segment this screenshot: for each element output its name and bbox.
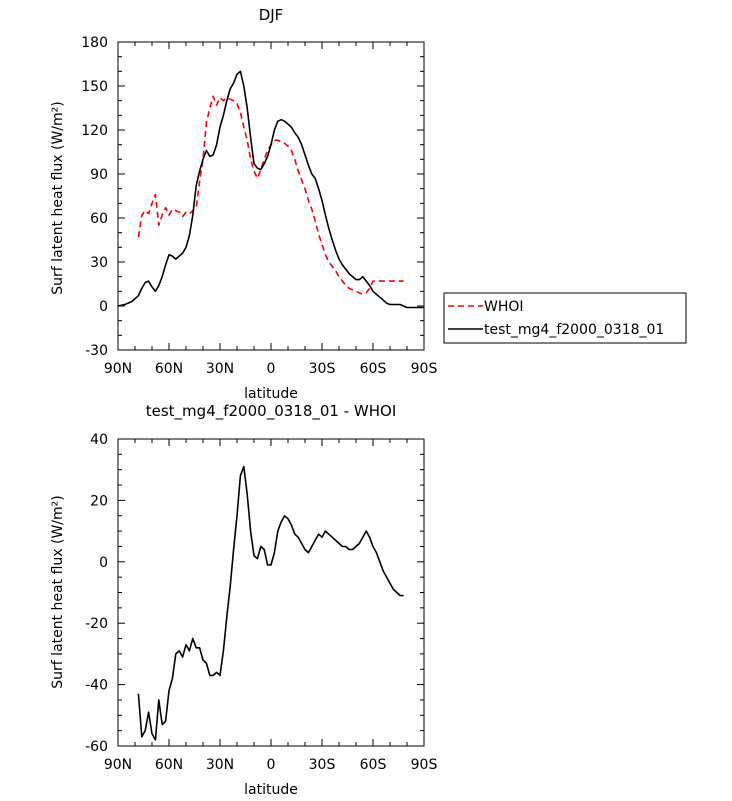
top-chart-title: DJF xyxy=(259,6,284,24)
bottom-plot-lines xyxy=(137,465,404,741)
top-y-tick-label: 90 xyxy=(90,167,108,183)
top-y-tick-label: 0 xyxy=(99,299,108,315)
legend-box xyxy=(443,292,687,344)
bottom-panel: test_mg4_f2000_0318_01 - WHOI latitude S… xyxy=(50,402,437,798)
top-plot-frame xyxy=(117,41,425,351)
bottom-y-tick-label: -20 xyxy=(85,616,108,632)
top-x-tick-label: 90S xyxy=(411,361,438,377)
bottom-y-tick-label: 0 xyxy=(99,555,108,571)
bottom-y-axis-label: Surf latent heat flux (W/m²) xyxy=(50,495,66,688)
bottom-y-tick-label: -60 xyxy=(85,739,108,755)
bottom-x-tick-label: 60S xyxy=(360,757,387,773)
top-y-axis-label: Surf latent heat flux (W/m²) xyxy=(50,101,66,294)
bottom-x-tick-label: 30S xyxy=(309,757,336,773)
legend-whoi-label: WHOI xyxy=(484,299,524,315)
top-x-axis-label: latitude xyxy=(244,386,298,402)
top-plot-lines xyxy=(117,70,424,309)
top-y-tick-label: 150 xyxy=(81,79,108,95)
top-x-tick-label: 0 xyxy=(267,361,276,377)
legend: WHOI test_mg4_f2000_0318_01 xyxy=(443,292,687,344)
top-x-tick-label: 30S xyxy=(309,361,336,377)
bottom-x-tick-label: 90N xyxy=(104,757,132,773)
bottom-axes: 90N 60N 30N 0 30S 60S 90S -60 -40 -20 0 20 40 xyxy=(85,432,437,773)
bottom-x-tick-label: 30N xyxy=(206,757,234,773)
bottom-x-tick-label: 0 xyxy=(267,757,276,773)
top-axes: 90N 60N 30N 0 30S 60S 90S -30 0 30 60 90 120 150 180 xyxy=(81,35,437,377)
bottom-series-line-difference xyxy=(137,465,404,741)
top-y-tick-label: 120 xyxy=(81,123,108,139)
bottom-chart-title: test_mg4_f2000_0318_01 - WHOI xyxy=(146,402,397,421)
top-series-line-test-mg4-f2000-0318-01 xyxy=(117,70,424,309)
bottom-x-tick-label: 60N xyxy=(155,757,183,773)
bottom-plot-frame xyxy=(117,438,425,747)
legend-model-label: test_mg4_f2000_0318_01 xyxy=(484,322,664,338)
bottom-y-tick-label: -40 xyxy=(85,678,108,694)
bottom-x-tick-label: 90S xyxy=(411,757,438,773)
top-series-line-whoi xyxy=(137,95,404,296)
top-x-tick-label: 60S xyxy=(360,361,387,377)
bottom-y-tick-label: 40 xyxy=(90,432,108,448)
top-y-tick-label: 30 xyxy=(90,255,108,271)
bottom-x-axis-label: latitude xyxy=(244,782,298,798)
top-panel: DJF latitude Surf latent heat flux (W/m²… xyxy=(50,6,437,402)
top-x-tick-label: 30N xyxy=(206,361,234,377)
top-y-tick-label: 180 xyxy=(81,35,108,51)
bottom-y-tick-label: 20 xyxy=(90,493,108,509)
top-x-tick-label: 60N xyxy=(155,361,183,377)
top-y-tick-label: -30 xyxy=(85,343,108,359)
top-y-tick-label: 60 xyxy=(90,211,108,227)
top-x-tick-label: 90N xyxy=(104,361,132,377)
